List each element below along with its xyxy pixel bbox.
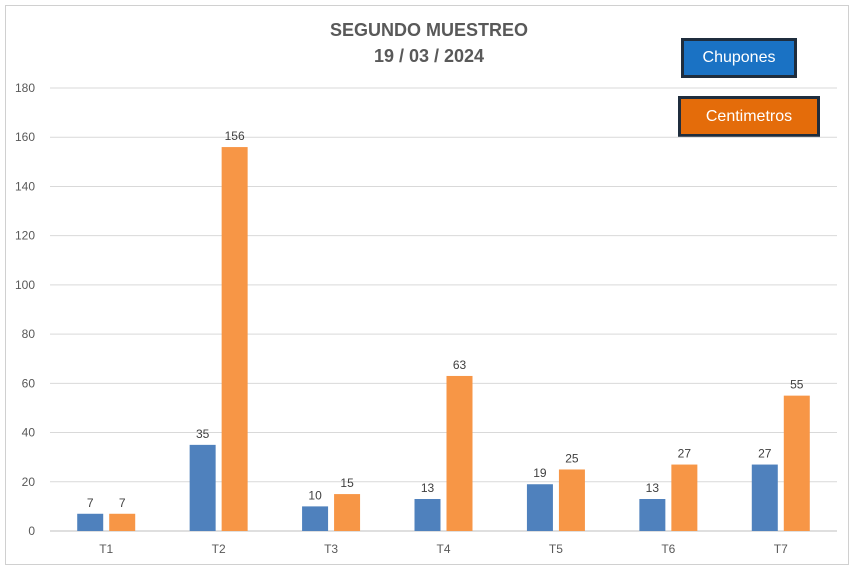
y-tick-label: 60 [22,376,36,390]
bar-centimetros-t3 [334,494,361,531]
y-tick-label: 40 [22,426,36,440]
x-tick-label: T3 [324,542,338,556]
data-label: 10 [308,488,322,502]
y-tick-label: 160 [15,130,35,144]
bar-chupones-t1 [77,513,104,531]
bar-centimetros-t4 [446,375,473,531]
data-label: 13 [646,481,660,495]
y-tick-label: 140 [15,179,35,193]
bar-centimetros-t7 [783,395,810,531]
y-tick-label: 100 [15,278,35,292]
x-tick-label: T7 [774,542,788,556]
data-label: 63 [453,358,467,372]
data-label: 55 [790,378,804,392]
x-tick-label: T1 [99,542,113,556]
data-label: 27 [678,447,692,461]
bar-centimetros-t1 [109,513,136,531]
bar-centimetros-t5 [558,469,585,531]
y-tick-label: 0 [28,524,35,538]
data-label: 35 [196,427,210,441]
bar-chupones-t5 [526,484,553,531]
data-label: 27 [758,447,772,461]
legend-chupones: Chupones [681,38,797,78]
data-label: 19 [533,466,547,480]
data-label: 15 [340,476,354,490]
data-label: 156 [225,129,245,143]
bar-chupones-t2 [189,444,216,531]
data-label: 7 [87,496,94,510]
chart-subtitle: 19 / 03 / 2024 [373,46,485,66]
data-label: 25 [565,451,579,465]
data-label: 7 [119,496,126,510]
bar-chupones-t3 [302,506,329,531]
x-tick-label: T4 [436,542,450,556]
chart-title: SEGUNDO MUESTREO [329,20,529,40]
bar-centimetros-t2 [221,147,248,532]
y-tick-label: 180 [15,81,35,95]
bar-centimetros-t6 [671,464,698,531]
x-tick-label: T5 [549,542,563,556]
x-tick-label: T6 [661,542,675,556]
y-tick-label: 20 [22,475,36,489]
y-tick-label: 120 [15,229,35,243]
x-tick-label: T2 [212,542,226,556]
bar-chupones-t4 [414,499,441,531]
y-tick-label: 80 [22,327,36,341]
bar-chupones-t7 [751,464,778,531]
legend-centimetros: Centimetros [678,96,820,137]
bar-chupones-t6 [639,499,666,531]
data-label: 13 [421,481,435,495]
